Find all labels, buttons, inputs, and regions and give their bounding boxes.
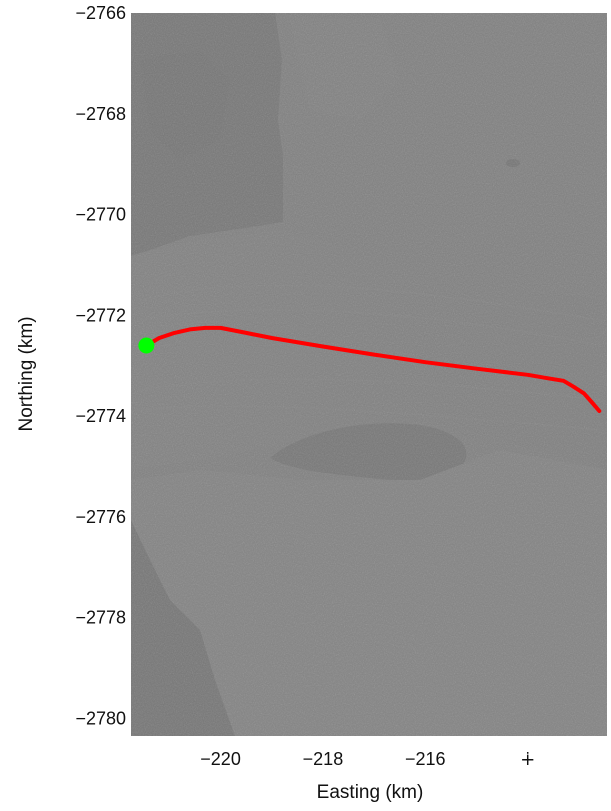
x-tick-label: −218 — [303, 749, 344, 769]
y-tick-label: −2766 — [75, 3, 126, 23]
y-axis-title: Northing (km) — [16, 316, 37, 431]
y-axis: −2766 −2768 −2770 −2772 −2774 −2776 −2778 −2780 — [75, 3, 126, 728]
y-tick-label: −2770 — [75, 205, 126, 225]
x-tick-label: −220 — [200, 749, 241, 769]
y-tick-label: −2776 — [75, 507, 126, 527]
x-tick-label: ∔ — [520, 749, 535, 769]
y-tick-label: −2772 — [75, 305, 126, 325]
y-tick-label: −2780 — [75, 708, 126, 728]
y-tick-label: −2774 — [75, 406, 126, 426]
x-axis-title: Easting (km) — [317, 782, 424, 803]
data-layer — [138, 325, 602, 413]
x-tick-label: −216 — [405, 749, 446, 769]
x-axis: −220 −218 −216 ∔ — [200, 749, 535, 769]
y-tick-label: −2768 — [75, 104, 126, 124]
flowline-path — [144, 325, 602, 413]
start-point-marker — [138, 337, 155, 354]
y-tick-label: −2778 — [75, 608, 126, 628]
